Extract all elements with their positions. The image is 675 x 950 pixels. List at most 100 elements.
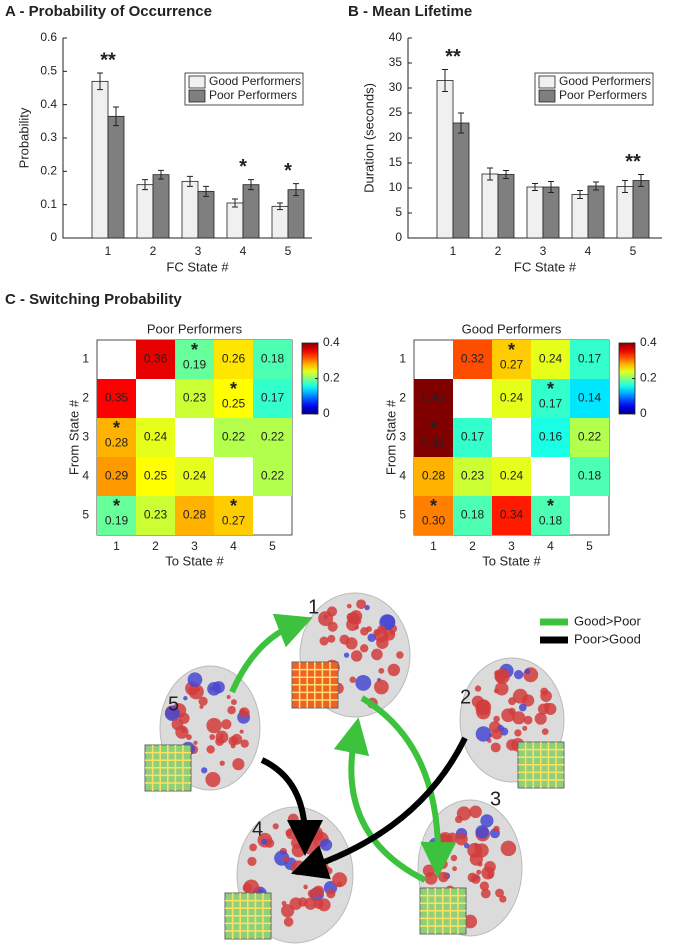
brain-region	[480, 888, 491, 899]
bar	[152, 174, 170, 239]
heatmap-cell	[253, 418, 292, 457]
brain-region	[319, 838, 333, 851]
heatmap-cell	[414, 418, 453, 457]
node-label: 5	[168, 693, 179, 715]
heatmap-cell	[97, 418, 136, 457]
cell-label: 0.30	[422, 514, 446, 528]
y-axis-label: Duration (seconds)	[361, 83, 376, 193]
y-tick-label: 0.6	[40, 30, 57, 44]
error-bar	[503, 170, 509, 179]
significance-marker: *	[508, 340, 515, 360]
brain-region	[199, 704, 204, 709]
cell-label: 0.22	[261, 469, 285, 483]
brain-region	[302, 838, 318, 855]
heatmap-cell	[136, 340, 175, 379]
bar	[497, 174, 515, 239]
cell-label: 0.22	[261, 430, 285, 444]
brain-region	[493, 825, 500, 833]
x-tick-label: 5	[269, 539, 276, 553]
heatmap-cell	[97, 379, 136, 418]
brain-region	[541, 728, 549, 735]
cell-label: 0.18	[461, 508, 485, 522]
cell-label: 0.18	[578, 469, 602, 483]
heatmap-cell	[453, 496, 492, 535]
brain-region	[309, 826, 323, 840]
significance-marker: *	[230, 496, 237, 516]
brain-region	[283, 917, 294, 927]
brain-region	[164, 706, 180, 722]
error-bar	[293, 183, 299, 197]
bar	[91, 80, 109, 239]
brain-region	[343, 652, 350, 658]
y-tick-label: 3	[82, 430, 89, 444]
error-bar	[277, 202, 283, 211]
heatmap-cell	[175, 340, 214, 379]
heatmap-cell	[136, 418, 175, 457]
cell-label: 0.19	[183, 358, 207, 372]
brain-region	[495, 888, 504, 898]
brain-region	[318, 611, 334, 627]
y-tick-label: 15	[389, 155, 403, 169]
brain-region	[396, 651, 404, 659]
brain-region	[313, 898, 324, 909]
brain-region	[198, 696, 208, 706]
brain-region	[325, 867, 333, 875]
brain-region	[201, 767, 208, 774]
colorbar-tick-label: 0	[323, 406, 330, 420]
x-tick-label: 3	[508, 539, 515, 553]
brain-region	[463, 842, 470, 849]
x-tick-label: 1	[430, 539, 437, 553]
colorbar-tick-label: 0	[640, 406, 647, 420]
cell-label: 0.36	[144, 352, 168, 366]
cell-label: 0.27	[500, 358, 524, 372]
error-bar	[187, 175, 193, 187]
significance-marker: *	[547, 379, 554, 399]
y-tick-label: 35	[389, 55, 403, 69]
node-label: 1	[308, 596, 319, 618]
brain-region	[221, 719, 232, 730]
chart-title: Poor Performers	[147, 321, 243, 336]
y-tick-label: 0.5	[40, 64, 57, 78]
brain-region	[450, 854, 458, 862]
heatmap-cell	[492, 457, 531, 496]
brain-region	[303, 884, 308, 890]
brain-region	[512, 688, 528, 704]
brain-region	[205, 771, 221, 788]
brain-region	[219, 760, 225, 766]
heatmap-cell	[253, 340, 292, 379]
brain-region	[376, 636, 389, 649]
heatmap-cell	[453, 418, 492, 457]
brain-region	[291, 860, 306, 876]
significance-marker: **	[445, 46, 461, 68]
chart-title: B - Mean Lifetime	[348, 3, 472, 20]
bar	[136, 184, 154, 239]
y-tick-label: 4	[82, 469, 89, 483]
brain-region	[487, 872, 494, 879]
cell-label: 0.17	[261, 391, 285, 405]
brain-region	[239, 729, 244, 734]
x-tick-label: 4	[230, 539, 237, 553]
error-bar	[248, 179, 254, 191]
x-tick-label: 5	[285, 244, 292, 258]
heatmap-cell	[97, 457, 136, 496]
brain-region	[180, 727, 187, 733]
legend-label: Good Performers	[209, 74, 301, 88]
error-bar	[458, 112, 464, 134]
heatmap-cell	[531, 418, 570, 457]
brain-region	[506, 739, 518, 751]
brain-region	[287, 813, 299, 825]
error-bar	[113, 106, 119, 127]
brain-region	[452, 866, 457, 872]
legend-label: Poor Performers	[559, 88, 647, 102]
arrow	[333, 717, 427, 883]
brain-region	[476, 704, 491, 720]
brain-region	[491, 728, 503, 740]
significance-marker: *	[547, 496, 554, 516]
bar	[197, 190, 215, 239]
cell-label: 0.35	[105, 391, 129, 405]
brain-region	[356, 599, 366, 610]
brain-region	[500, 840, 517, 857]
error-bar	[158, 169, 164, 180]
cell-label: 0.28	[183, 508, 207, 522]
heatmap-cell	[453, 457, 492, 496]
